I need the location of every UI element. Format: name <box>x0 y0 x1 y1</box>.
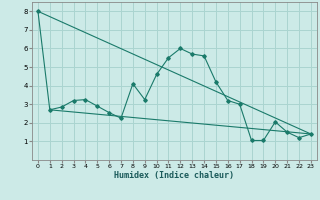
X-axis label: Humidex (Indice chaleur): Humidex (Indice chaleur) <box>115 171 234 180</box>
